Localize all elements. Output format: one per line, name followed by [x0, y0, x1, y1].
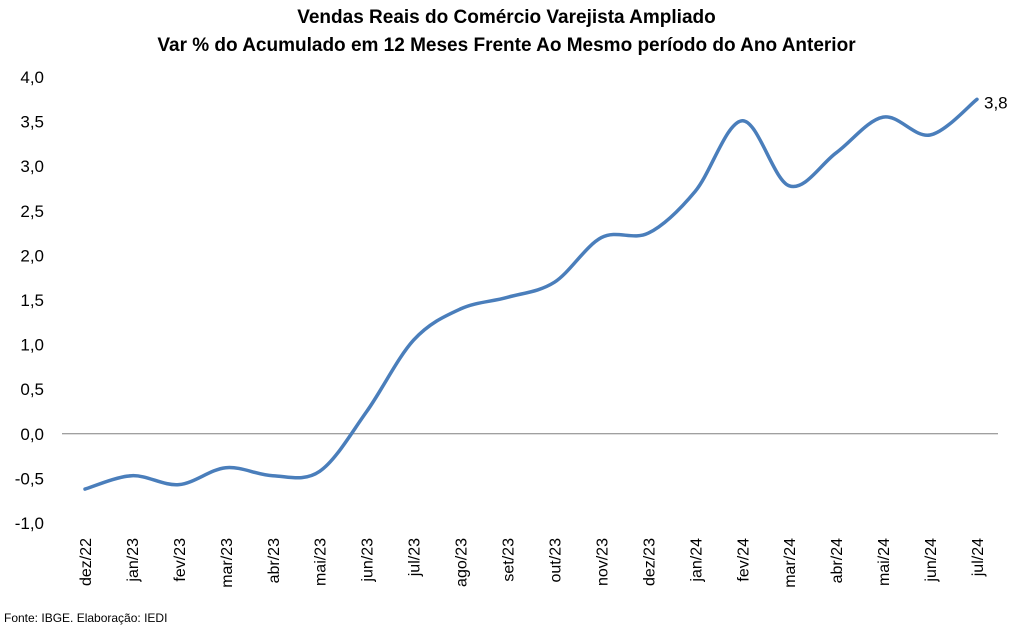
- y-tick-label: 2,0: [20, 246, 44, 265]
- x-tick-label: abr/24: [829, 538, 846, 583]
- y-tick-label: -0,5: [15, 469, 44, 488]
- data-label-last: 3,8: [984, 93, 1008, 112]
- x-tick-label: set/23: [501, 538, 518, 582]
- x-tick-label: ago/23: [454, 538, 471, 587]
- series-line: [83, 97, 979, 491]
- chart-title: Vendas Reais do Comércio Varejista Ampli…: [297, 7, 716, 28]
- x-tick-label: out/23: [547, 538, 564, 583]
- x-tick-label: jul/23: [407, 538, 424, 577]
- chart-subtitle: Var % do Acumulado em 12 Meses Frente Ao…: [157, 35, 856, 56]
- x-tick-label: jul/24: [970, 538, 987, 577]
- x-tick-label: mar/23: [219, 538, 236, 588]
- x-tick-label: mai/23: [313, 538, 330, 586]
- x-tick-label: jan/23: [125, 538, 142, 583]
- x-tick-label: mai/24: [876, 538, 893, 586]
- y-tick-label: 0,5: [20, 380, 44, 399]
- x-tick-label: jun/23: [360, 538, 377, 583]
- y-tick-label: 1,0: [20, 336, 44, 355]
- x-tick-label: jan/24: [688, 538, 705, 583]
- x-tick-label: fev/23: [172, 538, 189, 582]
- x-tick-label: fev/24: [735, 538, 752, 582]
- x-tick-label: dez/23: [641, 538, 658, 586]
- x-tick-label: mar/24: [782, 538, 799, 588]
- source-note: Fonte: IBGE. Elaboração: IEDI: [4, 611, 168, 625]
- y-tick-label: 1,5: [20, 291, 44, 310]
- x-tick-label: dez/22: [78, 538, 95, 586]
- x-tick-label: jun/24: [923, 538, 940, 583]
- y-tick-label: 3,0: [20, 157, 44, 176]
- y-tick-label: -1,0: [15, 514, 44, 533]
- x-tick-label: abr/23: [266, 538, 283, 583]
- y-tick-label: 0,0: [20, 425, 44, 444]
- y-tick-label: 2,5: [20, 202, 44, 221]
- x-tick-label: nov/23: [594, 538, 611, 586]
- y-tick-label: 4,0: [20, 68, 44, 87]
- y-tick-label: 3,5: [20, 113, 44, 132]
